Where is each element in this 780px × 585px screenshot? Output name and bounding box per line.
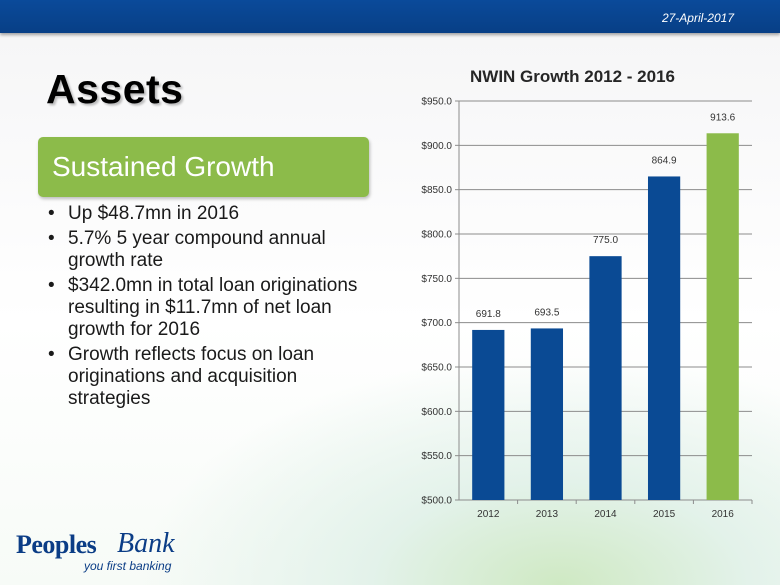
bullet-dot: • — [48, 203, 55, 224]
x-tick-label: 2013 — [536, 509, 559, 520]
logo-tagline: you first banking — [84, 559, 172, 573]
bar — [706, 133, 739, 501]
y-tick-label: $800.0 — [421, 230, 452, 241]
data-label: 775.0 — [593, 235, 618, 246]
x-tick-label: 2014 — [594, 509, 617, 520]
y-tick-label: $600.0 — [421, 407, 452, 418]
y-tick-label: $700.0 — [421, 318, 452, 329]
section-heading: Sustained Growth — [52, 151, 275, 182]
bullet-list: • Up $48.7mn in 2016 • 5.7% 5 year compoun… — [46, 203, 366, 413]
y-tick-label: $750.0 — [421, 274, 452, 285]
bullet-item: • Up $48.7mn in 2016 — [48, 203, 240, 224]
bullet-dot: • — [48, 344, 55, 365]
x-tick-label: 2012 — [477, 509, 500, 520]
bullet-item: • Growth reflects focus on loan originati… — [48, 344, 315, 409]
bullet-dot: • — [48, 228, 55, 249]
bar — [530, 328, 564, 500]
data-label: 864.9 — [652, 155, 677, 166]
logo-name-script: Bank — [117, 528, 175, 559]
presentation-date: 27-April-2017 — [661, 11, 734, 25]
bar — [472, 329, 505, 500]
peoples-bank-logo: Peoples Bank you first banking — [16, 528, 196, 578]
bullet-item: • 5.7% 5 year compound annual growth rate — [48, 228, 326, 271]
data-label: 693.5 — [534, 307, 559, 318]
data-label: 691.8 — [476, 309, 501, 320]
y-tick-label: $650.0 — [421, 363, 452, 374]
x-tick-label: 2015 — [653, 509, 676, 520]
logo-name-main: Peoples — [16, 530, 97, 559]
x-tick-label: 2016 — [712, 509, 735, 520]
chart-title: NWIN Growth 2012 - 2016 — [470, 67, 676, 86]
y-tick-label: $900.0 — [421, 141, 452, 152]
bar — [647, 176, 681, 501]
header-bar: 27-April-2017 — [0, 0, 780, 33]
slide-title: Assets — [46, 66, 184, 112]
data-label: 913.6 — [710, 112, 735, 123]
y-tick-label: $550.0 — [421, 451, 452, 462]
y-tick-label: $850.0 — [421, 185, 452, 196]
bar — [589, 256, 622, 500]
bullet-item: • $342.0mn in total loan originations res… — [48, 275, 358, 340]
bullet-dot: • — [48, 275, 55, 296]
section-heading-box: Sustained Growth — [38, 137, 369, 197]
y-tick-label: $500.0 — [421, 496, 452, 507]
y-tick-label: $950.0 — [421, 97, 452, 108]
